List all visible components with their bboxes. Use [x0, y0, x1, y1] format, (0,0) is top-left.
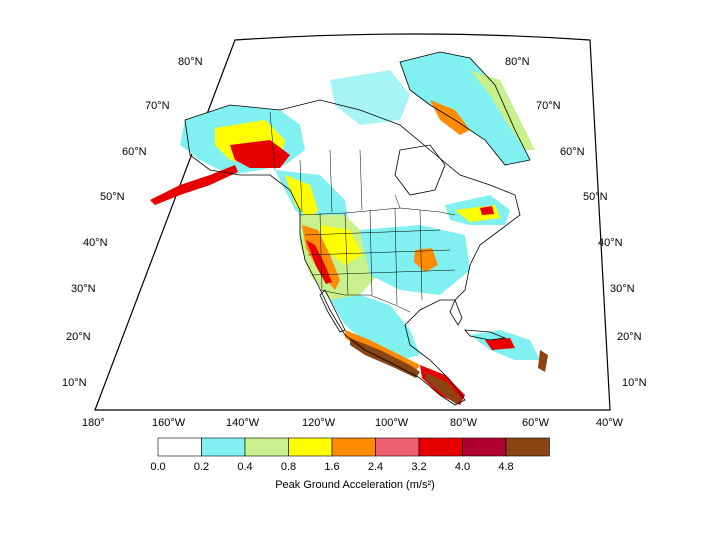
intermountain-zone	[320, 225, 362, 265]
greenland-east-zone	[470, 70, 535, 150]
lat-label-right-20: 20°N	[617, 331, 642, 343]
lat-label-right-60: 60°N	[560, 146, 585, 158]
lat-label-left-10: 10°N	[62, 377, 87, 389]
lat-label-right-30: 30°N	[610, 283, 635, 295]
charlevoix-zone	[480, 206, 494, 215]
legend-swatch-6	[418, 437, 463, 457]
greenland-west-zone	[430, 100, 470, 135]
legend-swatch-0	[157, 437, 202, 457]
legend-title: Peak Ground Acceleration (m/s²)	[275, 479, 435, 491]
latitude-labels-left: 80°N 70°N 60°N 50°N 40°N 30°N 20°N 10°N	[62, 56, 203, 389]
legend-swatch-7	[462, 437, 507, 457]
us-mexico-border	[319, 289, 411, 313]
greenland-outline	[399, 51, 531, 166]
legend-swatch-5	[375, 437, 420, 457]
legend-swatch-8	[505, 437, 550, 457]
lesser-antilles-zone	[538, 350, 548, 372]
hudson-bay-outline	[394, 144, 446, 196]
legend-tick-label-6: 3.2	[411, 461, 426, 473]
cuba-outline	[464, 329, 507, 341]
lon-label-180: 180°	[82, 417, 105, 429]
lat-label-right-80: 80°N	[505, 56, 530, 68]
legend-tick-label-0: 0.0	[150, 461, 165, 473]
legend-tick-label-1: 0.2	[194, 461, 209, 473]
latitude-labels-right: 80°N 70°N 60°N 50°N 40°N 30°N 20°N 10°N	[505, 56, 647, 389]
san-andreas-zone	[306, 240, 332, 284]
longitude-labels: 180° 160°W 140°W 120°W 100°W 80°W 60°W 4…	[82, 417, 624, 429]
lat-label-left-70: 70°N	[145, 100, 170, 112]
lon-label-80w: 80°W	[450, 417, 478, 429]
lat-label-right-50: 50°N	[583, 191, 608, 203]
legend-swatch-3	[288, 437, 333, 457]
legend-tick-label-8: 4.8	[498, 461, 513, 473]
mexico-zone	[330, 295, 420, 360]
new-madrid-zone	[414, 248, 438, 272]
central-america-trench-zone	[425, 372, 462, 404]
legend-tick-label-4: 1.6	[324, 461, 339, 473]
legend-swatch-2	[244, 437, 289, 457]
north-america-outline	[184, 99, 521, 406]
lon-label-120w: 120°W	[302, 417, 336, 429]
legend-swatch-1	[201, 437, 246, 457]
arctic-islands-zone	[330, 70, 410, 125]
alaska-border	[269, 111, 276, 171]
lon-label-140w: 140°W	[226, 417, 260, 429]
legend-tick-label-2: 0.4	[237, 461, 252, 473]
greenland-zone	[400, 52, 530, 165]
lon-label-60w: 60°W	[522, 417, 550, 429]
legend-swatches	[157, 437, 550, 457]
lon-label-160w: 160°W	[152, 417, 186, 429]
florida-outline	[449, 298, 463, 326]
aleutian-zone	[150, 165, 238, 205]
legend-ticks: 0.0 0.2 0.4 0.8 1.6 2.4 3.2 4.0 4.8	[150, 461, 513, 473]
political-boundaries	[269, 111, 456, 313]
lat-label-left-50: 50°N	[100, 191, 125, 203]
lat-label-right-10: 10°N	[622, 377, 647, 389]
state-lines-west	[319, 207, 423, 306]
lat-label-left-80: 80°N	[178, 56, 203, 68]
hazard-zones	[150, 52, 548, 405]
alaska-south-zone	[230, 140, 290, 168]
lat-label-left-60: 60°N	[122, 146, 147, 158]
lat-label-left-30: 30°N	[71, 283, 96, 295]
legend-tick-label-7: 4.0	[455, 461, 470, 473]
state-lines-horizontal	[304, 229, 456, 276]
lat-label-left-40: 40°N	[83, 237, 108, 249]
lon-label-100w: 100°W	[375, 417, 409, 429]
lat-label-left-20: 20°N	[66, 331, 91, 343]
baja-outline	[319, 289, 346, 333]
province-lines	[299, 149, 401, 213]
lon-label-40w: 40°W	[596, 417, 624, 429]
lat-label-right-70: 70°N	[536, 100, 561, 112]
legend-tick-label-3: 0.8	[281, 461, 296, 473]
legend-swatch-4	[331, 437, 376, 457]
legend: 0.0 0.2 0.4 0.8 1.6 2.4 3.2 4.0 4.8 Peak Ground …	[150, 437, 550, 491]
mexico-trench-zone	[350, 338, 420, 378]
coastlines	[184, 51, 531, 406]
hispaniola-zone	[485, 338, 515, 350]
legend-tick-label-5: 2.4	[368, 461, 383, 473]
lat-label-right-40: 40°N	[598, 237, 623, 249]
